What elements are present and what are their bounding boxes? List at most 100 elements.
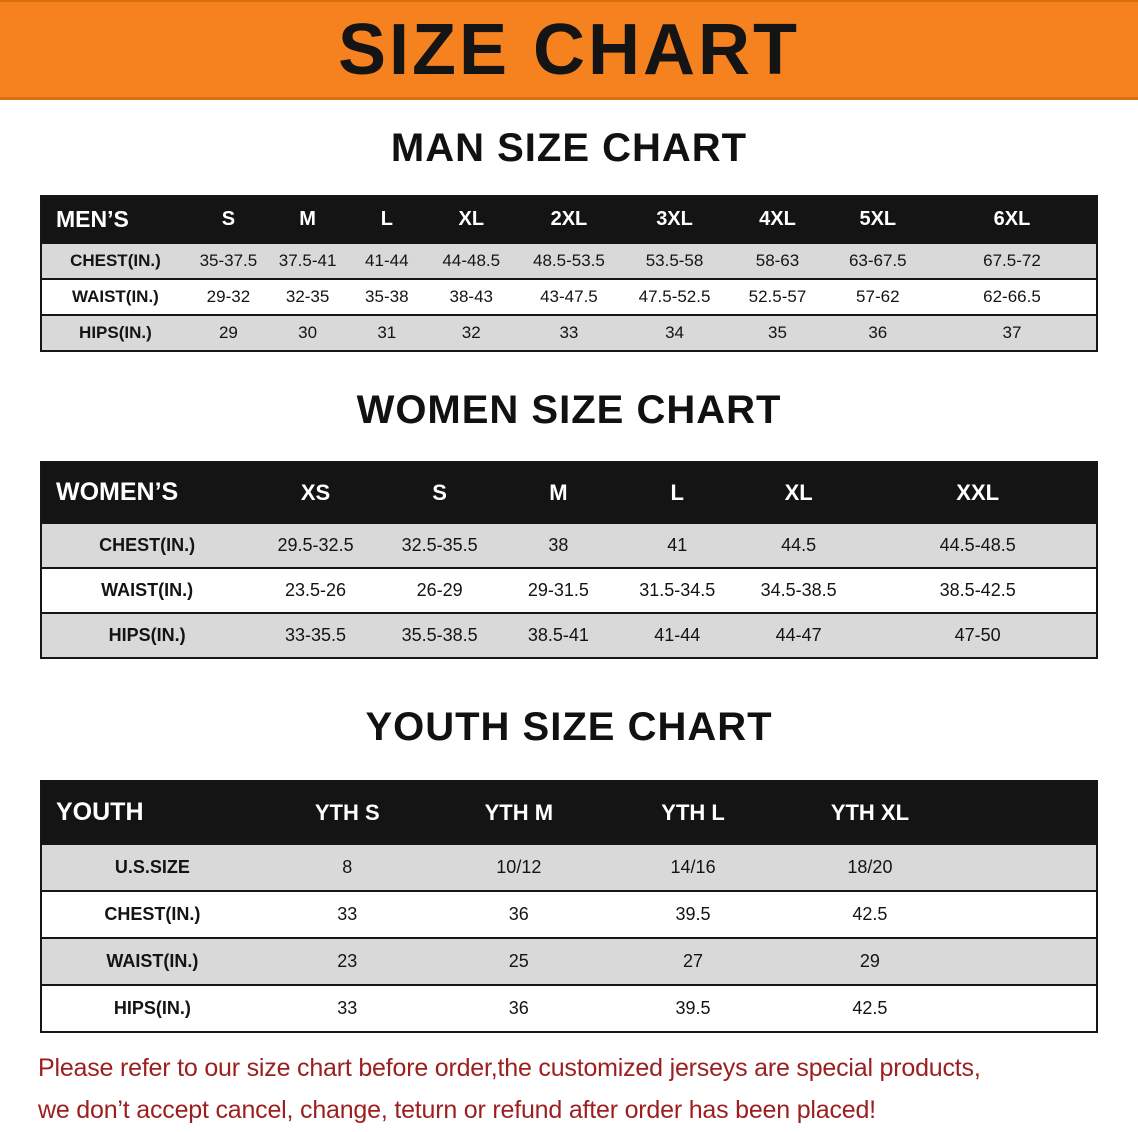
value-cell: 44-47: [737, 612, 860, 658]
table-header-row: MEN’S S M L XL 2XL 3XL 4XL 5XL 6XL: [41, 196, 1097, 243]
row-spacer-cell: [959, 843, 1097, 891]
size-header-cell: 5XL: [827, 196, 928, 243]
banner: SIZE CHART: [0, 0, 1138, 100]
value-cell: 35: [727, 314, 828, 351]
table-row: CHEST(IN.) 29.5-32.5 32.5-35.5 38 41 44.5 44.5…: [41, 522, 1097, 568]
size-header-cell: M: [500, 462, 617, 523]
value-cell: 58-63: [727, 242, 828, 279]
row-label-cell: HIPS(IN.): [41, 612, 253, 658]
table-row: HIPS(IN.) 33-35.5 35.5-38.5 38.5-41 41-44 44-…: [41, 612, 1097, 658]
row-label-cell: WAIST(IN.): [41, 278, 189, 315]
row-label-cell: WAIST(IN.): [41, 937, 263, 985]
size-header-cell: XL: [737, 462, 860, 523]
men-section: MAN SIZE CHART MEN’S S M L XL 2XL 3XL 4XL 5XL 6XL…: [0, 126, 1138, 352]
value-cell: 41-44: [347, 242, 427, 279]
value-cell: 48.5-53.5: [516, 242, 622, 279]
value-cell: 31.5-34.5: [616, 567, 738, 613]
value-cell: 62-66.5: [927, 278, 1097, 315]
value-cell: 44-48.5: [426, 242, 517, 279]
value-cell: 43-47.5: [516, 278, 622, 315]
value-cell: 67.5-72: [927, 242, 1097, 279]
size-header-cell: L: [347, 196, 427, 243]
value-cell: 37: [927, 314, 1097, 351]
value-cell: 29.5-32.5: [252, 522, 379, 568]
value-cell: 18/20: [780, 843, 960, 891]
table-row: WAIST(IN.) 23 25 27 29: [41, 937, 1097, 985]
value-cell: 36: [431, 890, 606, 938]
table-row: HIPS(IN.) 29 30 31 32 33 34 35 36 37: [41, 314, 1097, 351]
value-cell: 29: [188, 314, 269, 351]
value-cell: 38.5-41: [500, 612, 617, 658]
row-spacer-cell: [959, 984, 1097, 1032]
disclaimer-line-1: Please refer to our size chart before or…: [38, 1054, 981, 1082]
value-cell: 10/12: [431, 843, 606, 891]
size-header-cell: YTH M: [431, 781, 606, 844]
men-section-heading: MAN SIZE CHART: [390, 126, 748, 170]
value-cell: 33-35.5: [252, 612, 379, 658]
size-header-cell: XL: [426, 196, 517, 243]
value-cell: 39.5: [605, 890, 781, 938]
table-row: WAIST(IN.) 29-32 32-35 35-38 38-43 43-47.5 47.…: [41, 278, 1097, 315]
value-cell: 57-62: [827, 278, 928, 315]
value-cell: 42.5: [780, 890, 960, 938]
size-header-cell: XS: [252, 462, 379, 523]
women-size-table: WOMEN’S XS S M L XL XXL CHEST(IN.) 29.5-32.5 32.5…: [40, 461, 1098, 659]
value-cell: 53.5-58: [621, 242, 728, 279]
value-cell: 37.5-41: [268, 242, 348, 279]
value-cell: 39.5: [605, 984, 781, 1032]
row-label-cell: WAIST(IN.): [41, 567, 253, 613]
size-header-cell: 6XL: [927, 196, 1097, 243]
value-cell: 23: [262, 937, 432, 985]
value-cell: 25: [431, 937, 606, 985]
table-row: HIPS(IN.) 33 36 39.5 42.5: [41, 984, 1097, 1032]
header-spacer-cell: [959, 781, 1097, 844]
value-cell: 32-35: [268, 278, 348, 315]
size-header-cell: S: [378, 462, 501, 523]
value-cell: 29-32: [188, 278, 269, 315]
value-cell: 38: [500, 522, 617, 568]
table-header-row: WOMEN’S XS S M L XL XXL: [41, 462, 1097, 523]
table-title-cell: YOUTH: [41, 781, 263, 844]
size-header-cell: M: [268, 196, 348, 243]
table-title-cell: MEN’S: [41, 196, 189, 243]
size-header-cell: YTH S: [262, 781, 432, 844]
row-label-cell: CHEST(IN.): [41, 890, 263, 938]
value-cell: 41: [616, 522, 738, 568]
value-cell: 33: [516, 314, 622, 351]
youth-section-heading: YOUTH SIZE CHART: [365, 705, 773, 749]
value-cell: 44.5-48.5: [859, 522, 1097, 568]
table-row: CHEST(IN.) 33 36 39.5 42.5: [41, 890, 1097, 938]
value-cell: 26-29: [378, 567, 501, 613]
value-cell: 31: [347, 314, 427, 351]
disclaimer: Please refer to our size chart before or…: [0, 1047, 1138, 1131]
value-cell: 41-44: [616, 612, 738, 658]
size-header-cell: XXL: [859, 462, 1097, 523]
value-cell: 29: [780, 937, 960, 985]
value-cell: 35-38: [347, 278, 427, 315]
value-cell: 32.5-35.5: [378, 522, 501, 568]
value-cell: 35.5-38.5: [378, 612, 501, 658]
value-cell: 30: [268, 314, 348, 351]
row-label-cell: CHEST(IN.): [41, 242, 189, 279]
value-cell: 36: [827, 314, 928, 351]
table-row: U.S.SIZE 8 10/12 14/16 18/20: [41, 843, 1097, 891]
size-header-cell: YTH XL: [780, 781, 960, 844]
row-spacer-cell: [959, 937, 1097, 985]
value-cell: 63-67.5: [827, 242, 928, 279]
value-cell: 32: [426, 314, 517, 351]
row-label-cell: CHEST(IN.): [41, 522, 253, 568]
value-cell: 34.5-38.5: [737, 567, 860, 613]
value-cell: 52.5-57: [727, 278, 828, 315]
size-header-cell: YTH L: [605, 781, 781, 844]
value-cell: 29-31.5: [500, 567, 617, 613]
youth-size-table: YOUTH YTH S YTH M YTH L YTH XL U.S.SIZE 8 10/12…: [40, 780, 1098, 1033]
value-cell: 47-50: [859, 612, 1097, 658]
women-section-heading: WOMEN SIZE CHART: [356, 388, 782, 432]
value-cell: 44.5: [737, 522, 860, 568]
size-header-cell: S: [188, 196, 269, 243]
value-cell: 27: [605, 937, 781, 985]
value-cell: 14/16: [605, 843, 781, 891]
row-label-cell: U.S.SIZE: [41, 843, 263, 891]
men-size-table: MEN’S S M L XL 2XL 3XL 4XL 5XL 6XL CHEST(IN.) 35-37…: [40, 195, 1098, 352]
value-cell: 38-43: [426, 278, 517, 315]
